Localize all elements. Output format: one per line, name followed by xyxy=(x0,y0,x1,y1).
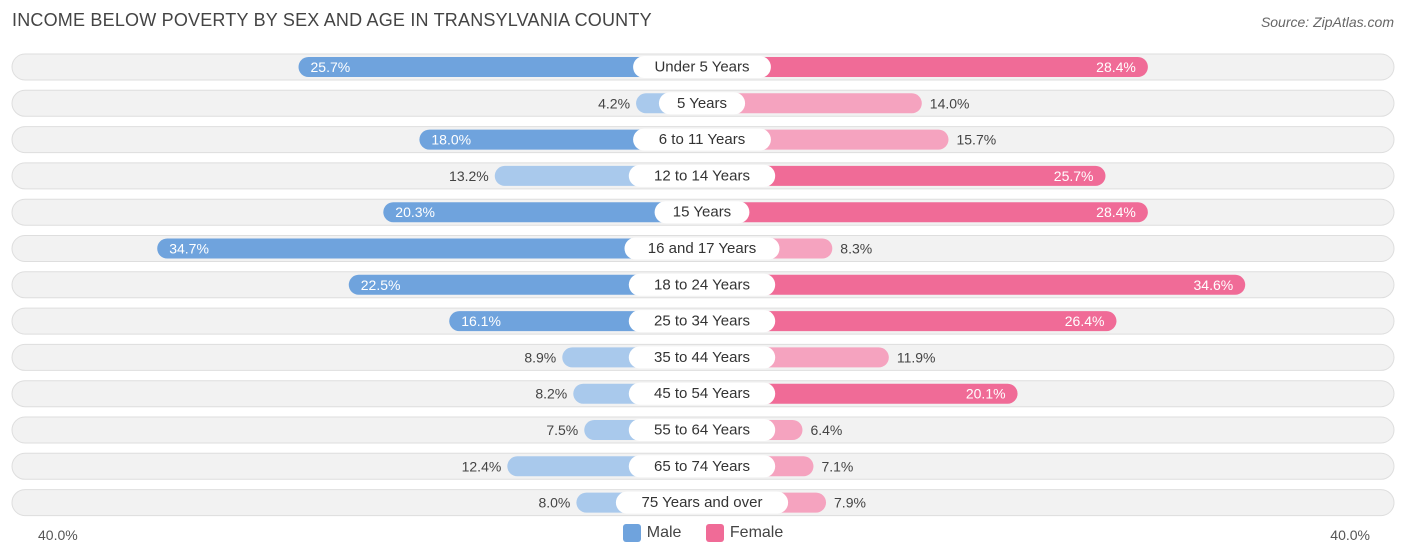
value-label-female: 7.9% xyxy=(834,495,866,511)
category-label: 55 to 64 Years xyxy=(654,422,750,439)
chart-canvas: 25.7% 28.4% Under 5 Years 4.2% 14.0% 5 Years 1… xyxy=(11,53,1395,517)
legend-item-female: Female xyxy=(705,524,784,542)
value-label-female: 6.4% xyxy=(810,422,842,438)
category-pill xyxy=(628,419,776,441)
category-pill xyxy=(628,382,776,405)
bar-male xyxy=(348,274,702,295)
value-label-female: 28.4% xyxy=(1096,204,1136,220)
category-pill xyxy=(628,164,776,187)
value-label-female: 11.9% xyxy=(897,349,936,365)
category-pill xyxy=(658,92,746,115)
source-label: Source: ZipAtlas.com xyxy=(1260,14,1394,30)
bar-female xyxy=(702,383,1018,404)
category-label: 25 to 34 Years xyxy=(654,313,750,330)
value-label-male: 13.2% xyxy=(449,168,489,184)
value-label-female: 26.4% xyxy=(1065,313,1105,329)
category-pill xyxy=(633,128,771,151)
value-label-female: 15.7% xyxy=(956,132,996,148)
category-label: 75 Years and over xyxy=(642,494,763,511)
category-label: 5 Years xyxy=(677,95,727,112)
axis-left-label: 40.0% xyxy=(38,527,78,543)
category-pill xyxy=(628,455,776,478)
value-label-female: 28.4% xyxy=(1096,59,1136,75)
category-label: 6 to 11 Years xyxy=(659,131,745,148)
category-pill xyxy=(628,310,776,333)
bar-female xyxy=(702,93,922,114)
bar-male xyxy=(298,57,702,77)
value-label-female: 14.0% xyxy=(930,95,970,111)
legend-label-female: Female xyxy=(729,524,784,541)
value-label-male: 25.7% xyxy=(311,59,351,75)
bar-female xyxy=(702,311,1117,332)
legend-swatch-female xyxy=(705,524,724,542)
value-label-male: 34.7% xyxy=(169,241,209,257)
bar-female xyxy=(702,57,1148,77)
value-label-male: 16.1% xyxy=(461,313,501,329)
bar-male xyxy=(419,129,702,150)
category-pill xyxy=(628,273,776,296)
legend: Male Female xyxy=(0,524,1406,547)
value-label-female: 25.7% xyxy=(1054,168,1094,184)
legend-item-male: Male xyxy=(622,524,682,542)
category-label: 65 to 74 Years xyxy=(654,458,750,475)
bar-male xyxy=(383,202,702,223)
value-label-female: 34.6% xyxy=(1194,277,1234,293)
category-label: 18 to 24 Years xyxy=(654,276,750,293)
category-label: 45 to 54 Years xyxy=(654,385,750,402)
category-label: Under 5 Years xyxy=(654,59,749,76)
value-label-male: 4.2% xyxy=(598,95,630,111)
category-label: 12 to 14 Years xyxy=(654,167,750,184)
category-pill xyxy=(624,237,780,260)
legend-swatch-male xyxy=(622,524,641,542)
category-pill xyxy=(654,201,750,224)
value-label-male: 8.0% xyxy=(538,495,570,511)
bar-male xyxy=(157,238,702,259)
value-label-male: 8.9% xyxy=(524,349,556,365)
bar-female xyxy=(702,202,1148,223)
legend-label-male: Male xyxy=(646,524,682,541)
category-label: 15 Years xyxy=(673,204,731,221)
value-label-male: 8.2% xyxy=(535,386,567,402)
bar-female xyxy=(702,165,1106,186)
category-label: 16 and 17 Years xyxy=(648,240,756,257)
value-label-male: 22.5% xyxy=(361,277,401,293)
category-pill xyxy=(615,491,789,514)
value-label-male: 7.5% xyxy=(546,422,578,438)
value-label-female: 8.3% xyxy=(840,241,872,257)
category-pill xyxy=(628,346,776,369)
bar-female xyxy=(702,274,1246,295)
chart-title: INCOME BELOW POVERTY BY SEX AND AGE IN T… xyxy=(12,10,652,30)
value-label-female: 20.1% xyxy=(966,386,1006,402)
value-label-male: 20.3% xyxy=(395,204,435,220)
value-label-female: 7.1% xyxy=(821,458,853,474)
category-label: 35 to 44 Years xyxy=(654,349,750,366)
axis-right-label: 40.0% xyxy=(1330,527,1370,543)
value-label-male: 18.0% xyxy=(431,132,471,148)
category-pill xyxy=(633,56,771,78)
value-label-male: 12.4% xyxy=(462,458,502,474)
